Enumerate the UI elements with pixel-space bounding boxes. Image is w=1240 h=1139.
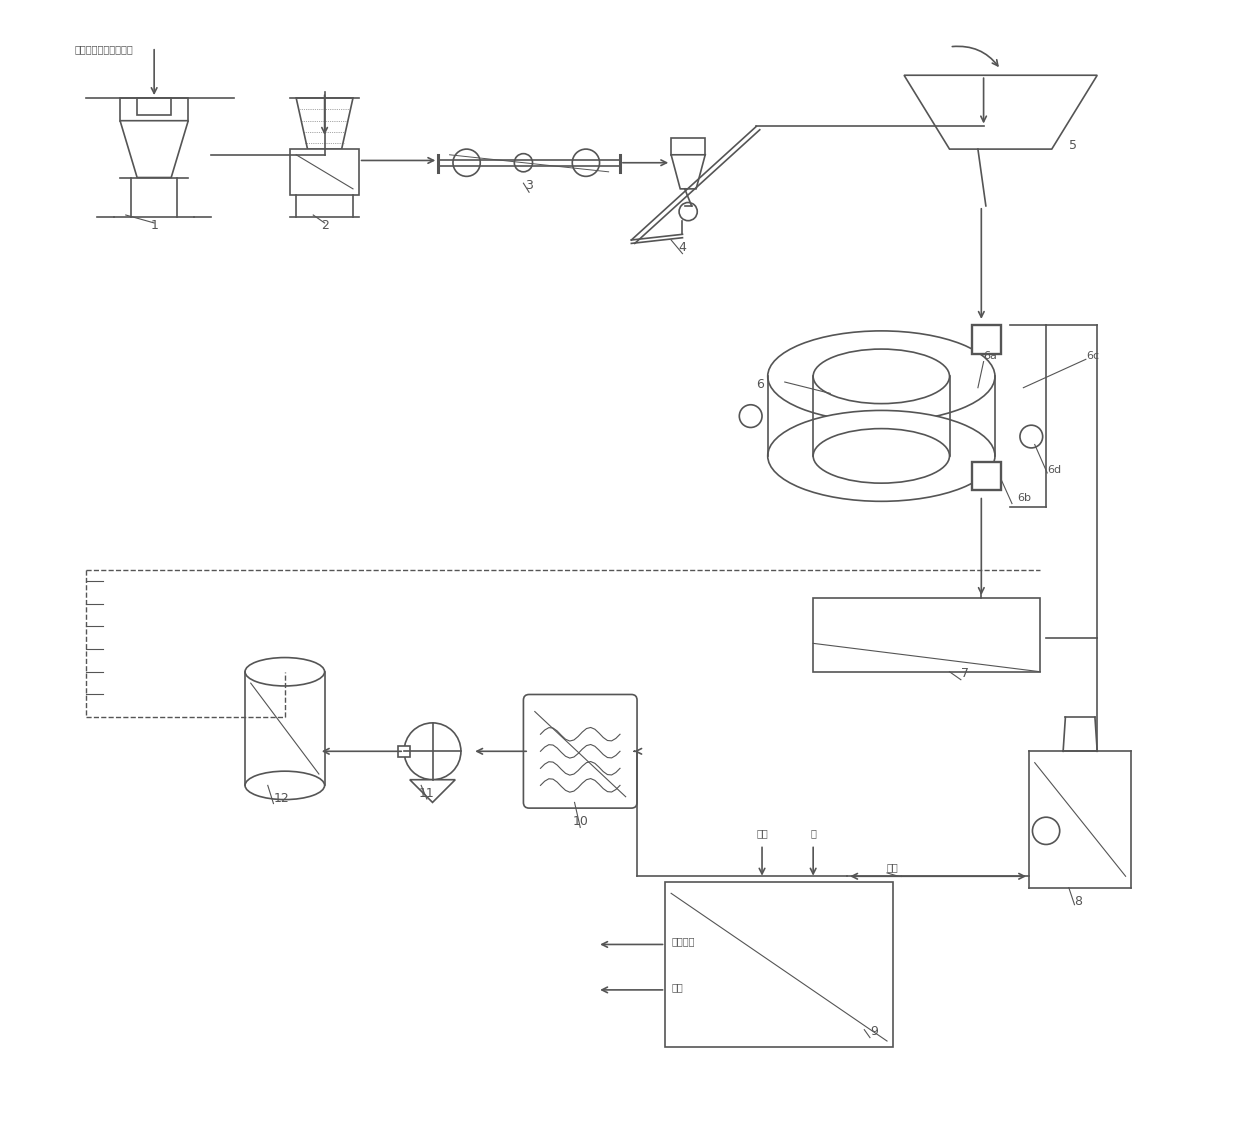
Text: 6c: 6c: [1086, 351, 1099, 361]
Text: 1: 1: [150, 219, 157, 231]
Circle shape: [573, 149, 600, 177]
Text: 6: 6: [756, 378, 764, 391]
Text: 10: 10: [573, 816, 588, 828]
FancyBboxPatch shape: [972, 461, 1001, 490]
Text: 4: 4: [678, 241, 687, 254]
FancyBboxPatch shape: [138, 98, 171, 115]
Text: 磷酸: 磷酸: [756, 828, 768, 838]
FancyBboxPatch shape: [523, 695, 637, 808]
FancyBboxPatch shape: [398, 746, 409, 757]
FancyBboxPatch shape: [671, 138, 706, 155]
Polygon shape: [296, 98, 353, 149]
Polygon shape: [120, 121, 188, 178]
Text: 3: 3: [526, 179, 533, 191]
Text: 6a: 6a: [983, 351, 997, 361]
Text: 磷泥: 磷泥: [887, 862, 899, 872]
Ellipse shape: [813, 349, 950, 403]
Text: 7: 7: [961, 667, 968, 680]
Text: 8: 8: [1075, 895, 1083, 908]
Circle shape: [404, 723, 461, 780]
Ellipse shape: [768, 331, 994, 421]
Ellipse shape: [813, 428, 950, 483]
Text: 12: 12: [274, 793, 289, 805]
Text: 2: 2: [321, 219, 329, 231]
Polygon shape: [671, 155, 706, 189]
FancyBboxPatch shape: [290, 149, 358, 195]
FancyBboxPatch shape: [666, 882, 893, 1047]
Text: 5: 5: [1069, 139, 1076, 153]
Text: 11: 11: [419, 787, 435, 800]
Polygon shape: [904, 75, 1097, 149]
Circle shape: [453, 149, 480, 177]
Text: 6b: 6b: [1018, 493, 1032, 503]
Text: 9: 9: [870, 1025, 878, 1039]
Circle shape: [739, 404, 763, 427]
Ellipse shape: [246, 771, 325, 800]
Circle shape: [1021, 425, 1043, 448]
FancyBboxPatch shape: [120, 98, 188, 121]
Circle shape: [1033, 817, 1060, 844]
Polygon shape: [409, 780, 455, 803]
Ellipse shape: [246, 657, 325, 686]
Text: 废水: 废水: [671, 982, 683, 992]
FancyBboxPatch shape: [813, 598, 1040, 672]
Text: 磷矿石、硅石（焦炭）: 磷矿石、硅石（焦炭）: [74, 44, 134, 55]
Circle shape: [680, 203, 697, 221]
FancyBboxPatch shape: [972, 326, 1001, 353]
Text: 6d: 6d: [1048, 465, 1061, 475]
Circle shape: [515, 154, 532, 172]
Text: 水: 水: [810, 828, 816, 838]
Text: 黄磷成品: 黄磷成品: [671, 936, 694, 947]
Ellipse shape: [768, 410, 994, 501]
